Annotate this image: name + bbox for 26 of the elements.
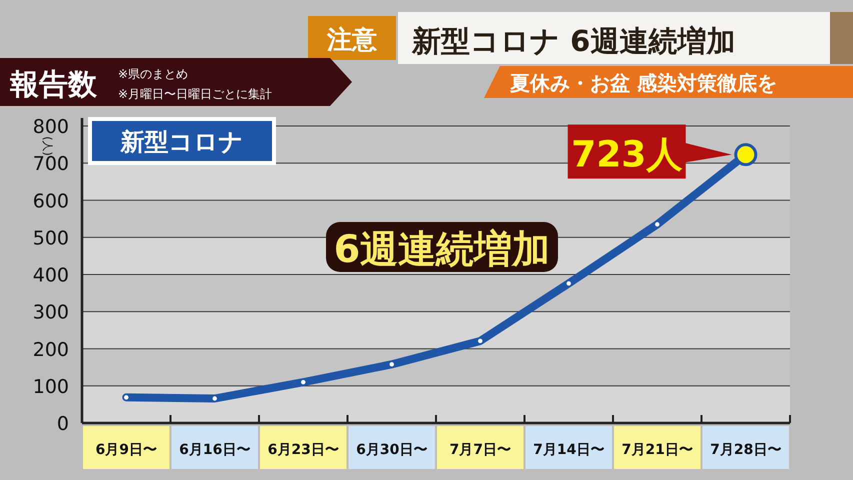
y-tick-label: 0: [56, 413, 69, 435]
x-tick-label: 6月30日〜: [356, 442, 428, 458]
text: ※県のまとめ: [118, 67, 188, 81]
y-tick-label: 500: [32, 227, 69, 250]
x-tick-label: 6月9日〜: [96, 442, 157, 458]
y-tick-label: 300: [32, 302, 69, 324]
y-tick-label: 200: [32, 338, 69, 361]
x-tick-label: 6月16日〜: [179, 442, 250, 458]
text: ※月曜日〜日曜日ごとに集計: [118, 87, 272, 101]
x-tick-label: 7月7日〜: [450, 442, 511, 458]
text: 新型コロナ: [120, 128, 244, 156]
y-tick-label: 600: [32, 190, 69, 212]
x-tick-label: 6月23日〜: [268, 442, 339, 458]
y-tick-label: 100: [32, 376, 69, 398]
annotation: 6週連続増加: [334, 227, 550, 271]
text: 注意: [326, 25, 378, 54]
y-tick-label: 800: [32, 116, 69, 138]
y-tick-label: 400: [32, 264, 69, 286]
x-tick-label: 7月14日〜: [533, 442, 604, 458]
y-axis-title: (人): [41, 136, 54, 156]
chart-title: 新型コロナ 6週連続増加: [411, 24, 736, 58]
annotation: 723人: [571, 134, 682, 176]
x-tick-label: 7月28日〜: [710, 442, 782, 458]
x-tick-label: 7月21日〜: [622, 442, 693, 458]
text: 報告数: [9, 67, 98, 101]
chart-subtitle: 夏休み・お盆 感染対策徹底を: [509, 71, 777, 95]
